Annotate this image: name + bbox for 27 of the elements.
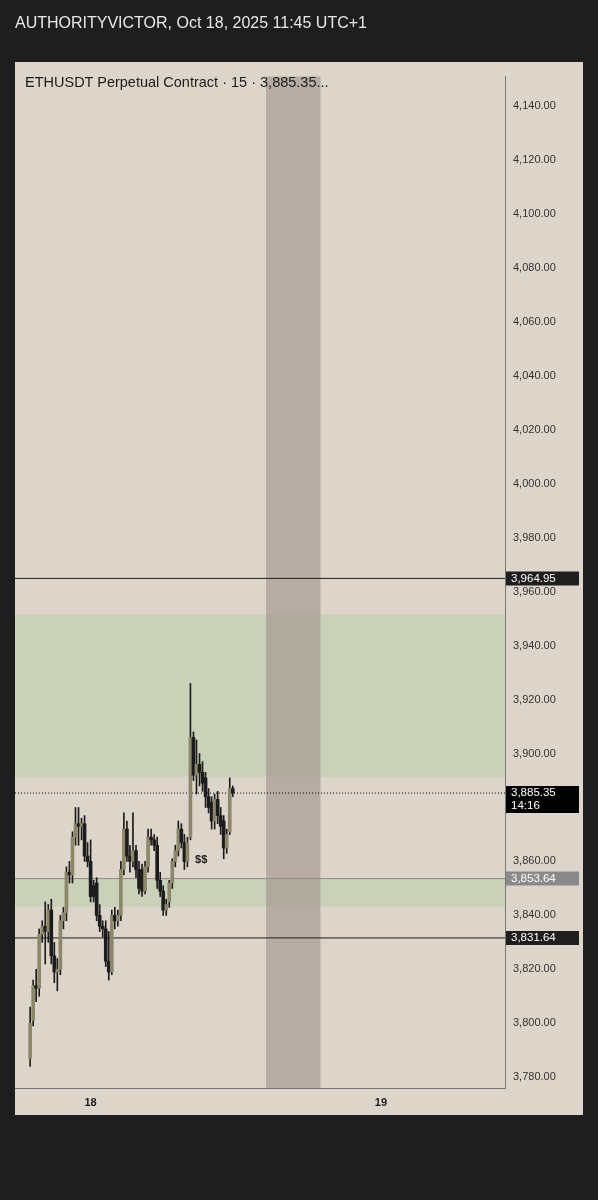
y-tick-label: 3,960.00	[513, 584, 556, 597]
x-tick-label: 19	[374, 1095, 388, 1108]
y-tick-label: 4,060.00	[513, 315, 556, 328]
y-tick-label: 4,120.00	[513, 153, 556, 166]
y-tick-label: 4,100.00	[513, 207, 556, 220]
chart-title: ETHUSDT Perpetual Contract · 15 · 3,885.35...	[25, 74, 329, 90]
y-tick-label: 3,940.00	[513, 638, 556, 651]
y-tick-label: 3,820.00	[513, 962, 556, 975]
y-tick-label: 4,020.00	[513, 422, 556, 435]
y-tick-label: 4,000.00	[513, 476, 556, 489]
y-tick-label: 3,900.00	[513, 746, 556, 759]
ref-line-label: 3,885.35 14:16	[511, 786, 556, 812]
ref-line-label: 3,964.95	[511, 571, 556, 584]
y-tick-label: 3,860.00	[513, 854, 556, 867]
y-tick-label: 4,140.00	[513, 99, 556, 112]
y-tick-label: 3,980.00	[513, 530, 556, 543]
y-tick-label: 4,080.00	[513, 261, 556, 274]
y-tick-label: 4,040.00	[513, 369, 556, 382]
ref-line-label: 3,853.64	[511, 871, 557, 884]
y-tick-label: 3,800.00	[513, 1016, 556, 1029]
chart-subtitle: AUTHORITYVICTOR, Oct 18, 2025 11:45 UTC+1	[15, 13, 368, 33]
ref-line-label: 3,831.64	[511, 931, 557, 944]
y-tick-label: 3,780.00	[513, 1070, 556, 1083]
y-tick-label: 3,840.00	[513, 908, 556, 921]
annotation: $$	[195, 853, 208, 866]
x-tick-label: 18	[84, 1095, 97, 1108]
y-tick-label: 3,920.00	[513, 692, 556, 705]
